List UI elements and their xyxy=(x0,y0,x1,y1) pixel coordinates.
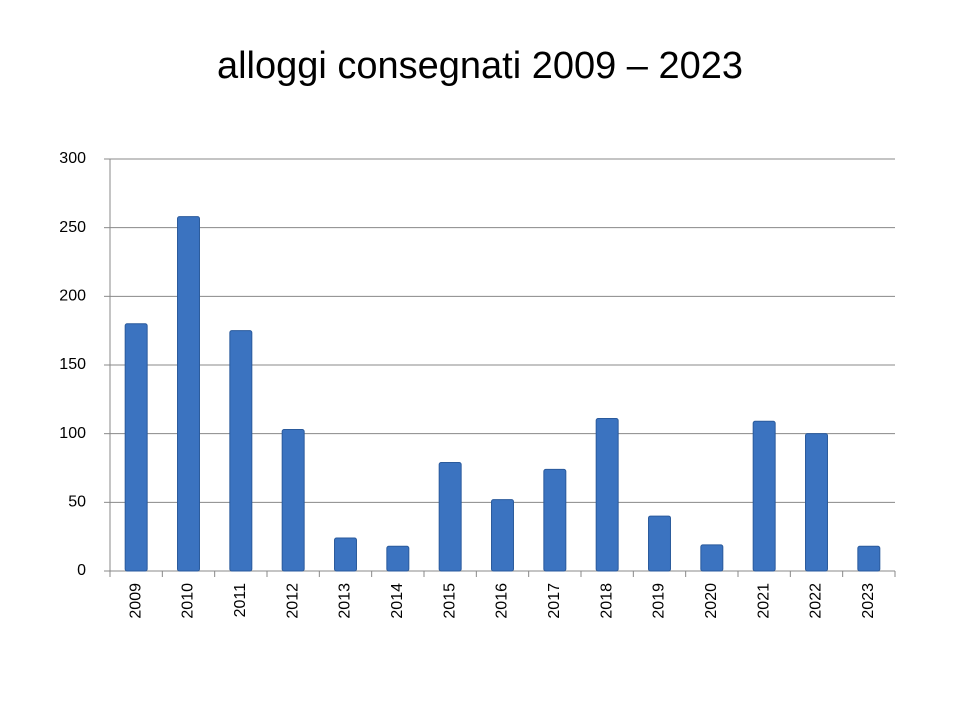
y-tick-label: 0 xyxy=(77,562,86,579)
x-tick-label: 2020 xyxy=(703,583,720,619)
x-tick-label: 2019 xyxy=(651,583,668,619)
bar xyxy=(386,545,410,572)
x-tick-label: 2022 xyxy=(808,583,825,619)
x-tick-label: 2014 xyxy=(389,583,406,619)
x-tick-label: 2012 xyxy=(284,583,301,619)
x-tick-label: 2016 xyxy=(494,583,511,619)
y-tick-label: 250 xyxy=(59,219,86,236)
bar xyxy=(752,420,776,572)
bar xyxy=(805,433,828,572)
chart-title: alloggi consegnati 2009 – 2023 xyxy=(217,45,743,87)
bar xyxy=(177,216,200,572)
x-tick-label: 2010 xyxy=(180,583,197,619)
x-tick-label: 2011 xyxy=(232,583,249,618)
x-tick-label: 2017 xyxy=(546,583,563,619)
bar xyxy=(229,330,253,572)
bar xyxy=(334,537,357,572)
y-tick-label: 150 xyxy=(59,356,86,373)
bar xyxy=(595,418,619,572)
x-tick-label: 2009 xyxy=(127,583,144,619)
bar xyxy=(857,545,881,572)
y-tick-label: 50 xyxy=(68,494,86,511)
bar xyxy=(648,515,671,572)
x-tick-label: 2015 xyxy=(441,583,458,619)
bar xyxy=(124,323,148,572)
y-tick-label: 100 xyxy=(59,425,86,442)
x-tick-label: 2021 xyxy=(755,583,772,619)
x-tick-label: 2018 xyxy=(598,583,615,619)
bar xyxy=(543,468,567,572)
x-tick-label: 2023 xyxy=(860,583,877,619)
bar xyxy=(281,429,305,572)
bar xyxy=(438,462,462,572)
bar xyxy=(491,499,514,572)
y-tick-label: 300 xyxy=(59,150,86,167)
y-tick-label: 200 xyxy=(59,288,86,305)
x-tick-label: 2013 xyxy=(337,583,354,619)
bar xyxy=(700,544,724,572)
